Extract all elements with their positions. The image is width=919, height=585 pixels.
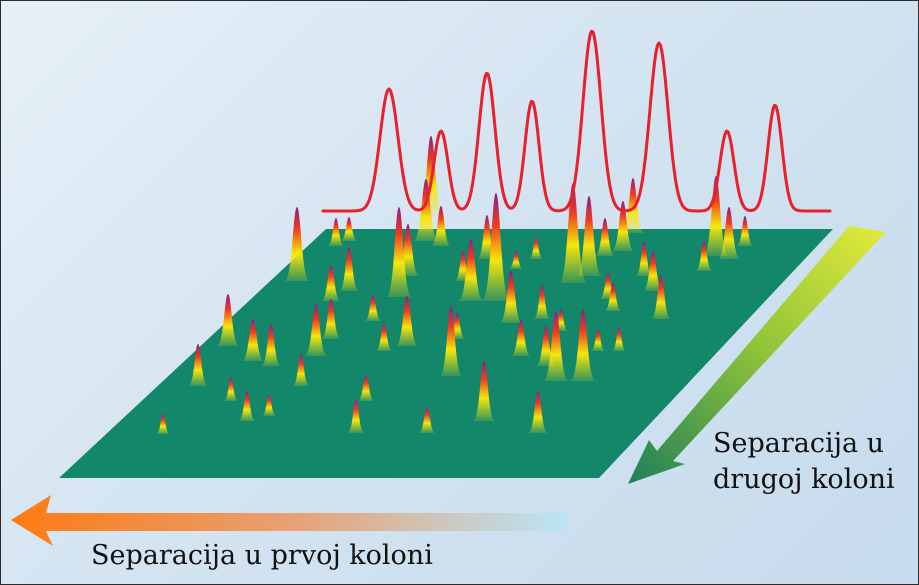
peak-45 [261, 324, 281, 366]
arrow-down-left-icon [628, 226, 886, 484]
peak-35 [321, 299, 341, 339]
peak-23 [643, 251, 663, 291]
peak-32 [364, 295, 382, 321]
peak-59 [528, 391, 548, 433]
peak-58 [418, 407, 436, 433]
peak-7 [327, 218, 345, 246]
peak-29 [604, 283, 622, 311]
peak-41 [612, 327, 626, 351]
peak-4 [340, 217, 358, 241]
peak-5 [431, 206, 451, 246]
peak-55 [238, 391, 256, 421]
peak-39 [375, 323, 393, 351]
peak-22 [339, 247, 359, 291]
peak-60 [156, 414, 170, 434]
peak-57 [347, 399, 365, 433]
peak-24 [386, 207, 412, 297]
peak-13 [529, 237, 543, 259]
peak-37 [216, 294, 240, 346]
peak-8 [611, 201, 635, 251]
peak-49 [570, 309, 596, 381]
peak-30 [533, 285, 551, 319]
peak-21 [559, 183, 587, 283]
peak-6 [736, 216, 754, 246]
peak-54 [262, 394, 276, 416]
peak-17 [576, 196, 602, 276]
peak-40 [591, 329, 605, 351]
peak-9 [595, 218, 615, 256]
arrow-left-icon [11, 495, 567, 546]
peak-44 [241, 319, 265, 361]
peak-18 [635, 242, 653, 276]
label-second-column: Separacija u drugoj koloni [713, 426, 895, 498]
peak-52 [357, 375, 375, 401]
peak-27 [458, 239, 484, 301]
peak-19 [284, 207, 310, 281]
peak-51 [292, 354, 310, 386]
peak-47 [439, 306, 463, 376]
peak-42 [304, 304, 328, 356]
label-first-column: Separacija u prvoj koloni [91, 540, 433, 571]
peak-56 [472, 361, 496, 421]
peak-48 [543, 311, 569, 381]
peak-2 [621, 178, 645, 233]
peak-43 [511, 320, 531, 356]
peak-12 [717, 207, 741, 259]
label-second-line2: drugoj koloni [713, 464, 895, 495]
peak-50 [188, 344, 208, 386]
peak-31 [651, 275, 671, 319]
chromatogram-trace [321, 29, 832, 213]
peak-28 [482, 193, 510, 301]
peak-14 [509, 251, 523, 269]
peaks-group [156, 136, 754, 434]
peak-10 [703, 176, 729, 256]
peak-38 [395, 296, 419, 346]
label-second-line1: Separacija u [713, 428, 885, 459]
peak-53 [224, 377, 238, 401]
peak-26 [321, 265, 341, 301]
peak-3 [413, 179, 439, 241]
peak-33 [499, 271, 523, 323]
peak-15 [695, 241, 713, 271]
